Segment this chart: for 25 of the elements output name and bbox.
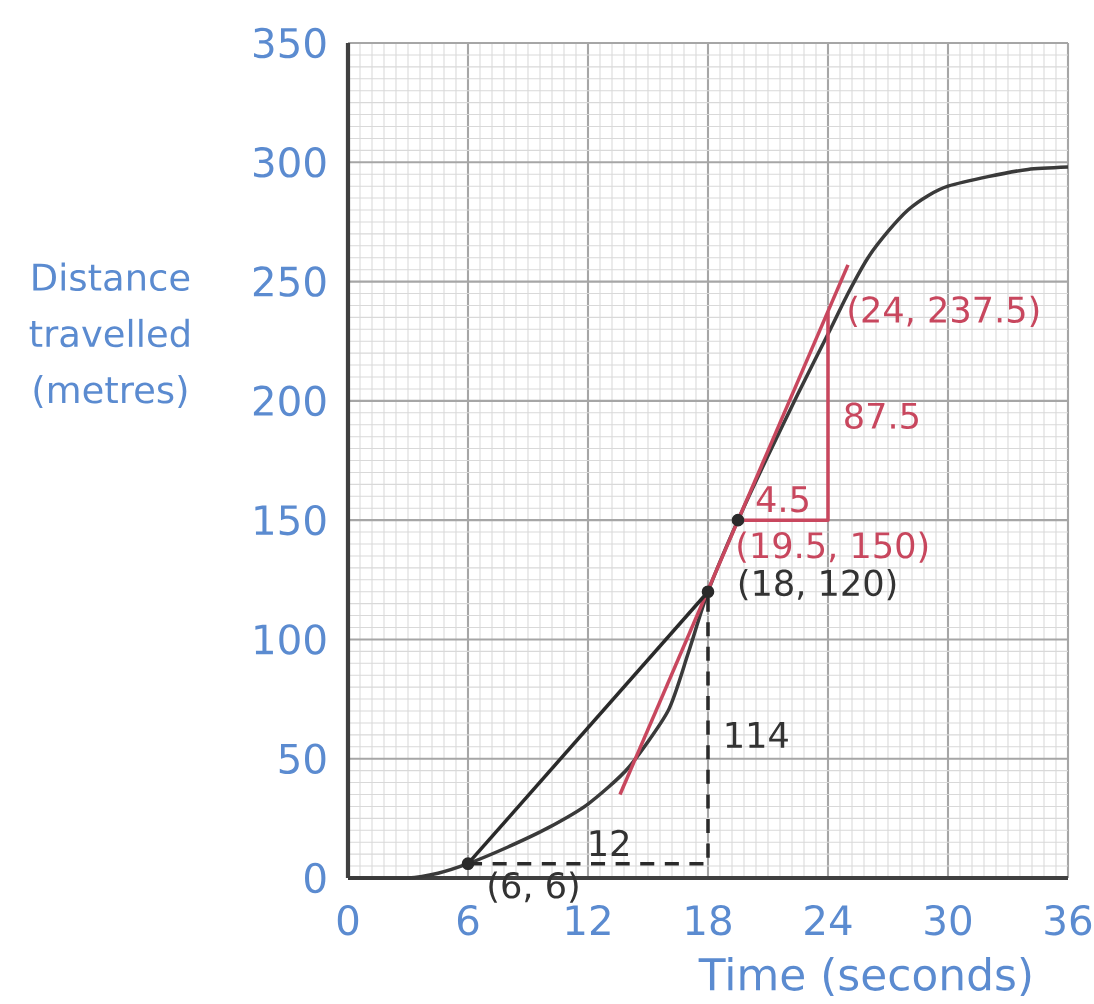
y-tick-label: 50 xyxy=(279,743,326,774)
y-tick-label: 0 xyxy=(305,862,326,894)
annotation: (24, 237.5) xyxy=(849,295,1039,328)
x-axis-title: Time (seconds) xyxy=(698,956,1031,997)
y-tick-label: 200 xyxy=(253,385,326,417)
y-axis-title: Distance travelled (metres) xyxy=(29,262,190,408)
y-tick-label: 250 xyxy=(253,266,326,297)
x-tick-label: 12 xyxy=(566,904,610,935)
x-tick-label: 0 xyxy=(337,904,359,936)
y-tick-label: 100 xyxy=(255,624,326,655)
annotation: (18, 120) xyxy=(739,569,896,601)
x-tick-label: 24 xyxy=(805,904,852,935)
x-tick-label: 18 xyxy=(686,904,731,936)
annotation: 12 xyxy=(590,829,628,856)
x-tick-label: 6 xyxy=(457,904,479,936)
annotation: (6, 6) xyxy=(489,871,578,903)
x-tick-label: 30 xyxy=(925,904,972,936)
y-tick-label: 350 xyxy=(254,27,326,59)
annotation: (19.5, 150) xyxy=(738,531,928,563)
y-tick-label: 150 xyxy=(255,504,326,536)
x-tick-label: 36 xyxy=(1045,904,1092,936)
annotation: 4.5 xyxy=(756,486,808,513)
annotation: 114 xyxy=(726,722,788,748)
y-tick-label: 300 xyxy=(254,147,326,178)
annotation: 87.5 xyxy=(845,402,918,430)
